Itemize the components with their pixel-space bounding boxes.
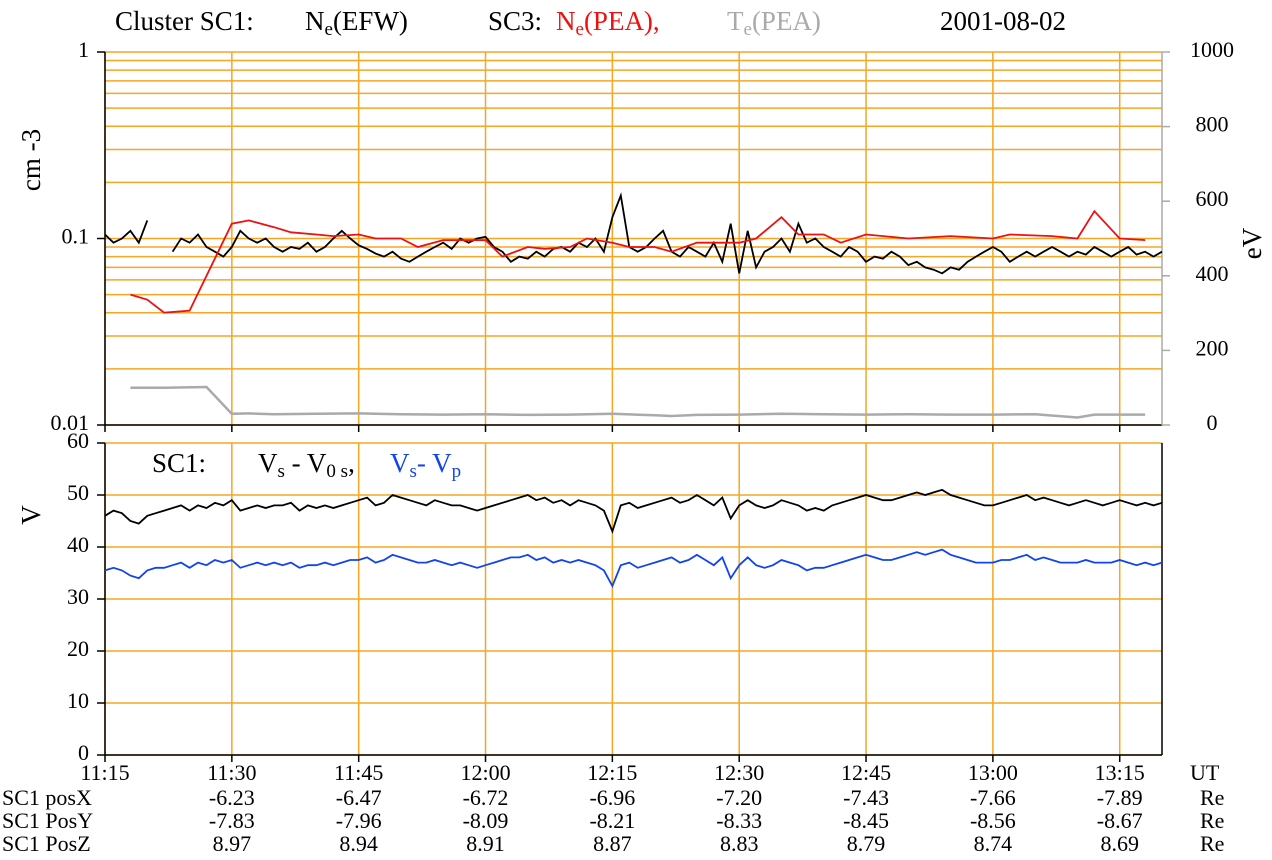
legend-entry: Vs- Vp [390, 448, 461, 482]
legend-entry: Te(PEA) [727, 6, 821, 40]
y-tick-label: 1 [78, 37, 89, 62]
position-value: 8.91 [466, 831, 505, 856]
position-value: 8.97 [213, 831, 252, 856]
legend-entry-part: - V [417, 448, 452, 478]
legend-entry-part: e [325, 19, 333, 40]
legend-entry-part: V [258, 448, 278, 478]
position-value: -7.20 [716, 785, 762, 810]
position-value: 8.83 [720, 831, 759, 856]
position-value: -7.83 [209, 808, 255, 833]
y-tick-label: 0.01 [51, 410, 90, 435]
position-value: -6.47 [336, 785, 382, 810]
y-axis-label: V [16, 505, 46, 525]
position-value: -6.96 [589, 785, 635, 810]
legend-entry-part: , [348, 448, 355, 478]
y2-tick-label: 400 [1196, 261, 1229, 286]
legend-entry-part: (PEA), [584, 6, 660, 36]
legend-entry-part: (EFW) [333, 6, 408, 36]
position-value: -7.96 [336, 808, 382, 833]
row-label: SC1 PosY [2, 808, 93, 833]
legend-entry-part: T [727, 6, 744, 36]
series-line [130, 385, 1146, 419]
position-value: -7.66 [970, 785, 1016, 810]
y-axis-label: cm -3 [16, 129, 46, 191]
x-tick-label: 11:30 [207, 760, 256, 785]
x-tick-label: 13:15 [1095, 760, 1145, 785]
annotation: SC3: [488, 6, 542, 36]
legend-entry: Ne(EFW) [305, 6, 408, 40]
y2-axis-label: eV [1237, 227, 1267, 259]
legend-entry-part: p [452, 461, 462, 482]
y-tick-label: 0.1 [62, 224, 90, 249]
legend-entry-part: s [410, 461, 417, 482]
legend-entry-part: e [576, 19, 584, 40]
x-tick-label: 12:15 [587, 760, 637, 785]
position-value: -6.23 [209, 785, 255, 810]
legend-entry-part: 0 s [326, 461, 348, 482]
row-unit: Re [1200, 808, 1224, 833]
position-value: -8.33 [716, 808, 762, 833]
y2-tick-label: 600 [1196, 186, 1229, 211]
legend-entry: Vs - V0 s, [258, 448, 355, 482]
y2-tick-label: 200 [1196, 335, 1229, 360]
x-tick-label: 12:30 [714, 760, 764, 785]
position-value: -6.72 [463, 785, 509, 810]
position-value: 8.79 [847, 831, 886, 856]
y-tick-label: 60 [67, 428, 89, 453]
y2-tick-label: 0 [1207, 410, 1218, 435]
legend-entry-part: V [390, 448, 410, 478]
row-label: SC1 PosZ [2, 831, 91, 856]
legend-entry-part: e [744, 19, 752, 40]
series-line [104, 548, 1163, 589]
position-value: -8.56 [970, 808, 1016, 833]
row-label: SC1 posX [2, 785, 92, 810]
position-value: 8.87 [593, 831, 632, 856]
position-value: -8.09 [463, 808, 509, 833]
y-tick-label: 40 [67, 532, 89, 557]
position-value: -7.89 [1097, 785, 1143, 810]
y-tick-label: 10 [67, 688, 89, 713]
position-value: 8.94 [339, 831, 378, 856]
x-unit: UT [1190, 760, 1220, 785]
legend-entry-part: (PEA) [752, 6, 821, 36]
row-unit: Re [1200, 785, 1224, 810]
date: 2001-08-02 [940, 6, 1066, 36]
legend-entry: Ne(PEA), [556, 6, 660, 40]
legend-entry-part: N [305, 6, 325, 36]
series-line [104, 192, 1163, 275]
y-tick-label: 30 [67, 584, 89, 609]
position-value: -8.45 [843, 808, 889, 833]
y2-tick-label: 1000 [1190, 37, 1234, 62]
chart-title: Cluster SC1: [115, 6, 254, 36]
y-tick-label: 50 [67, 480, 89, 505]
series-line [130, 209, 1146, 314]
x-tick-label: 11:45 [334, 760, 383, 785]
x-tick-label: 12:00 [460, 760, 510, 785]
position-value: 8.69 [1100, 831, 1139, 856]
position-value: -7.43 [843, 785, 889, 810]
y-tick-label: 20 [67, 636, 89, 661]
y2-tick-label: 800 [1196, 112, 1229, 137]
position-value: 8.74 [974, 831, 1013, 856]
y-tick-label: 0 [78, 740, 89, 765]
legend-entry-part: N [556, 6, 576, 36]
legend-entry-part: - V [285, 448, 327, 478]
annotation: SC1: [152, 448, 206, 478]
x-tick-label: 12:45 [841, 760, 891, 785]
row-unit: Re [1200, 831, 1224, 856]
position-value: -8.67 [1097, 808, 1143, 833]
legend-entry-part: s [278, 461, 285, 482]
x-tick-label: 13:00 [968, 760, 1018, 785]
series-line [104, 488, 1163, 535]
position-value: -8.21 [589, 808, 635, 833]
x-tick-label: 11:15 [80, 760, 129, 785]
